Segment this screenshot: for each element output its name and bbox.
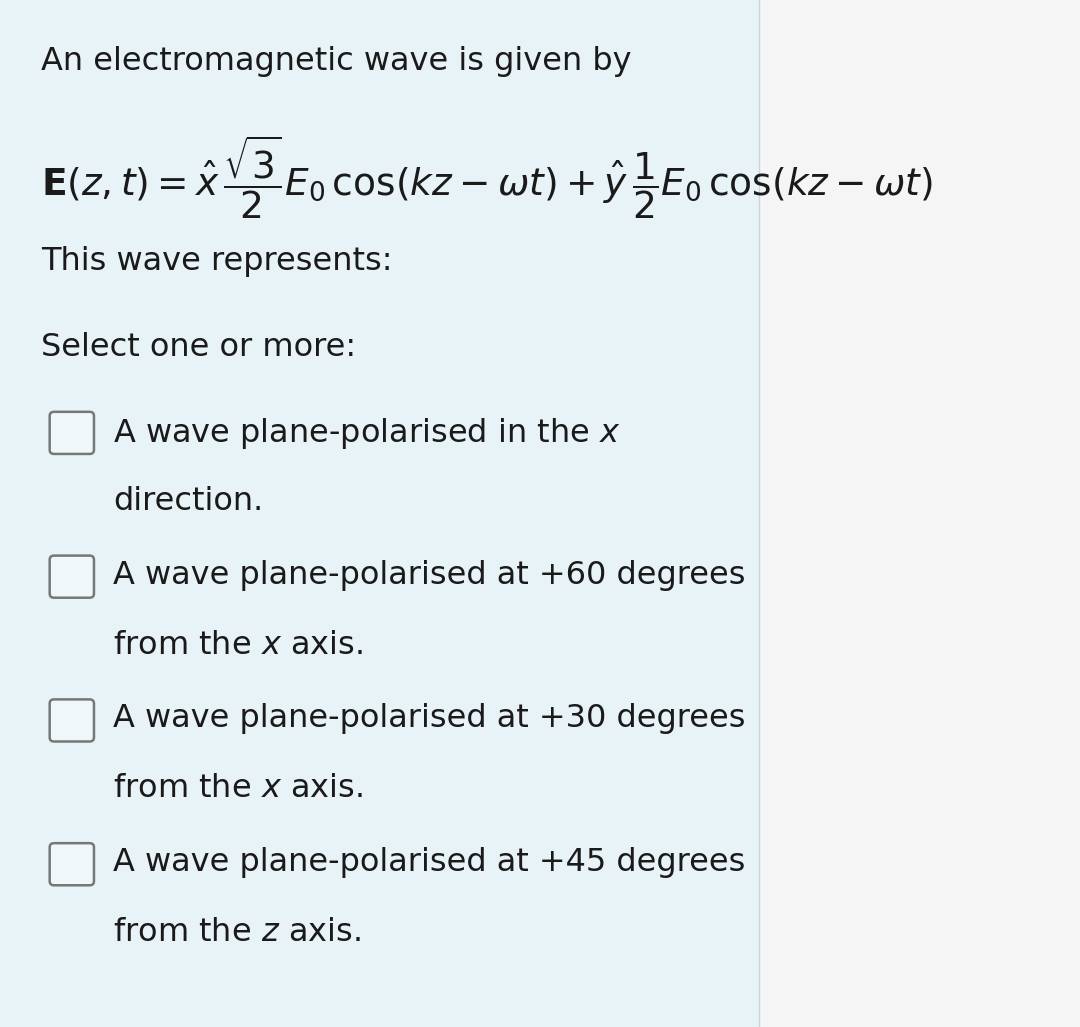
- Text: A wave plane-polarised at +45 degrees: A wave plane-polarised at +45 degrees: [113, 847, 746, 878]
- Text: A wave plane-polarised at +30 degrees: A wave plane-polarised at +30 degrees: [113, 703, 746, 734]
- Text: from the $x$ axis.: from the $x$ axis.: [113, 773, 363, 804]
- Text: An electromagnetic wave is given by: An electromagnetic wave is given by: [41, 46, 632, 77]
- FancyBboxPatch shape: [50, 556, 94, 598]
- Text: This wave represents:: This wave represents:: [41, 246, 392, 277]
- FancyBboxPatch shape: [50, 843, 94, 885]
- Text: from the $z$ axis.: from the $z$ axis.: [113, 917, 361, 948]
- Text: Select one or more:: Select one or more:: [41, 332, 356, 363]
- Text: from the $x$ axis.: from the $x$ axis.: [113, 630, 363, 660]
- FancyBboxPatch shape: [50, 699, 94, 741]
- Bar: [759, 0, 1080, 1027]
- Text: A wave plane-polarised at +60 degrees: A wave plane-polarised at +60 degrees: [113, 560, 746, 591]
- Text: A wave plane-polarised in the $x$: A wave plane-polarised in the $x$: [113, 416, 621, 451]
- Text: $\mathbf{E}(z, t) = \hat{x}\,\dfrac{\sqrt{3}}{2}E_0\,\mathrm{cos}(kz - \omega t): $\mathbf{E}(z, t) = \hat{x}\,\dfrac{\sqr…: [41, 134, 933, 222]
- FancyBboxPatch shape: [50, 412, 94, 454]
- Text: direction.: direction.: [113, 486, 264, 517]
